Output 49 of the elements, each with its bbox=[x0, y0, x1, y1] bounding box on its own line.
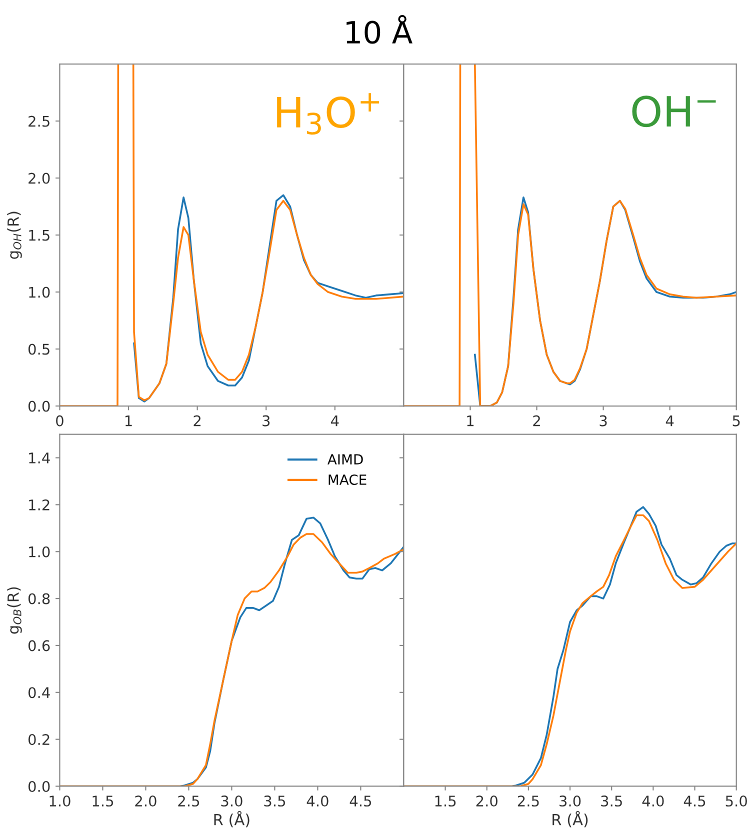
x-axis-title: R (Å) bbox=[214, 810, 250, 828]
x-tick-label: 5 bbox=[732, 415, 740, 426]
annotation: OH$^{−}$ bbox=[632, 96, 716, 128]
y-tick-label: 1.0 bbox=[29, 286, 50, 298]
x-tick-label: 1.5 bbox=[435, 796, 456, 807]
x-tick-label: 4 bbox=[666, 415, 674, 426]
x-tick-label: 3.0 bbox=[221, 796, 242, 807]
x-tick-label: 4.0 bbox=[642, 796, 664, 807]
x-tick-label: 1.5 bbox=[92, 796, 114, 807]
x-tick-label: 3 bbox=[600, 415, 607, 426]
x-tick-label: 5.0 bbox=[726, 796, 747, 807]
x-tick-label: 2.5 bbox=[518, 796, 539, 807]
y-tick-label: 1.0 bbox=[29, 546, 50, 558]
x-tick-label: 3.0 bbox=[560, 796, 581, 807]
y-axis-title: g$_{OB}$(R) bbox=[7, 587, 22, 634]
y-tick-label: 2.0 bbox=[28, 172, 50, 184]
x-axis-title: R (Å) bbox=[552, 810, 588, 828]
y-tick-label: 1.5 bbox=[29, 230, 50, 241]
x-tick-label: 2 bbox=[194, 415, 200, 426]
y-tick-label: 0.4 bbox=[28, 687, 50, 698]
y-tick-label: 0.2 bbox=[28, 734, 50, 746]
x-tick-label: 2 bbox=[533, 415, 540, 426]
x-tick-label: 4.5 bbox=[350, 796, 372, 807]
y-tick-label: 2.5 bbox=[28, 116, 50, 127]
chart-title: 10 Å bbox=[346, 15, 412, 44]
annotation: H$_{3}$O$^{+}$ bbox=[277, 93, 379, 135]
x-tick-label: 1 bbox=[125, 415, 132, 426]
y-tick-label: 1.4 bbox=[29, 452, 50, 464]
y-tick-label: 0.6 bbox=[28, 640, 50, 652]
x-tick-label: 0 bbox=[56, 415, 64, 426]
y-tick-label: 0.8 bbox=[28, 593, 50, 604]
x-tick-label: 2.5 bbox=[178, 796, 200, 807]
x-tick-label: 3.5 bbox=[601, 796, 622, 807]
legend-label: MACE bbox=[328, 474, 366, 485]
x-tick-label: 4.5 bbox=[684, 796, 706, 807]
y-tick-label: 0.0 bbox=[28, 780, 50, 792]
legend-label: AIMD bbox=[328, 454, 363, 464]
x-tick-label: 3 bbox=[262, 415, 270, 426]
x-tick-label: 1 bbox=[467, 415, 474, 426]
y-axis-title: g$_{OH}$(R) bbox=[7, 212, 22, 259]
x-tick-label: 2.0 bbox=[476, 796, 498, 807]
x-tick-label: 4 bbox=[330, 415, 339, 426]
y-tick-label: 0.0 bbox=[28, 400, 50, 412]
y-tick-label: 1.2 bbox=[29, 499, 50, 510]
x-tick-label: 3.5 bbox=[264, 796, 286, 807]
x-tick-label: 1.0 bbox=[50, 796, 70, 807]
x-tick-label: 2.0 bbox=[135, 796, 156, 807]
y-tick-label: 0.5 bbox=[28, 344, 50, 355]
x-tick-label: 4.0 bbox=[306, 796, 328, 807]
